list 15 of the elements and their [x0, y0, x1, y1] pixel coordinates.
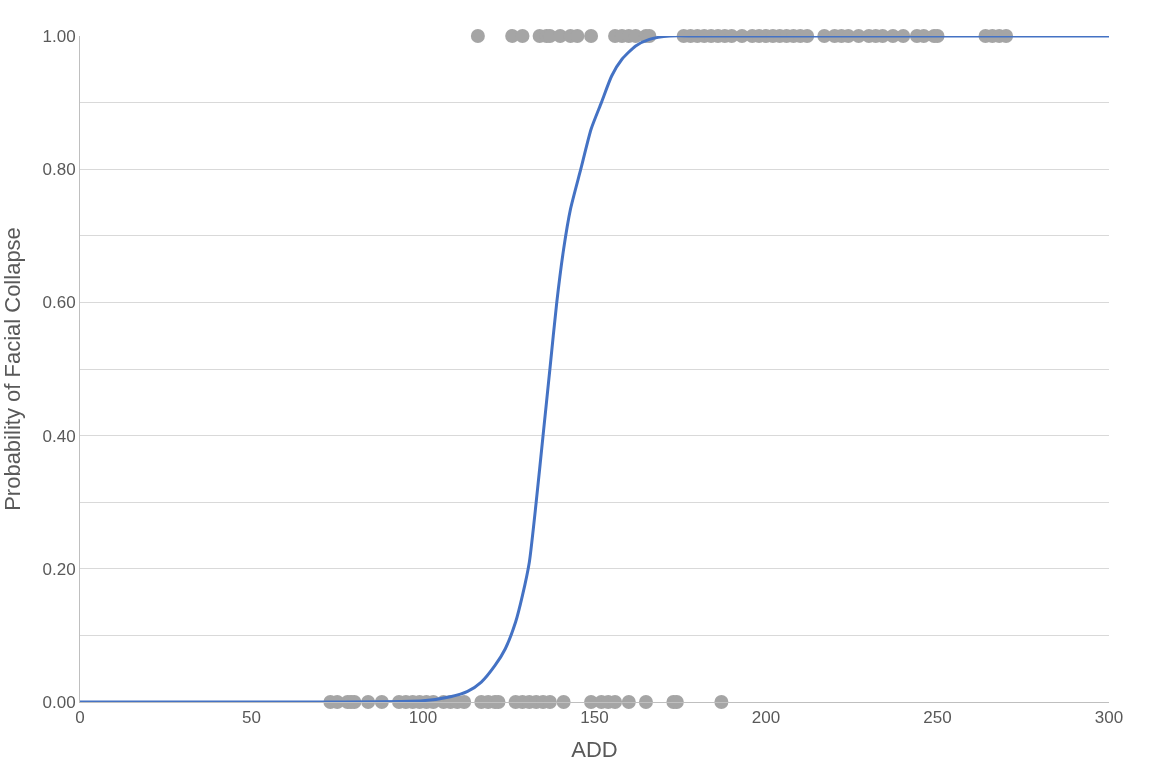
y-tick-label: 0.00: [42, 692, 76, 712]
y-tick-label: 1.00: [42, 26, 76, 46]
x-tick-label: 50: [242, 708, 261, 728]
x-axis-title: ADD: [571, 737, 618, 763]
y-tick-label: 0.20: [42, 559, 76, 579]
y-axis-title: Probability of Facial Collapse: [0, 227, 26, 511]
x-tick-label: 150: [580, 708, 609, 728]
x-tick-label: 200: [751, 708, 781, 728]
x-tick-label: 300: [1094, 708, 1124, 728]
x-tick-label: 100: [408, 708, 438, 728]
y-tick-label: 0.80: [42, 160, 76, 180]
y-tick-label: 0.60: [42, 293, 76, 313]
y-tick-label: 0.40: [42, 426, 76, 446]
x-tick-label: 0: [75, 708, 85, 728]
x-tick-label: 250: [923, 708, 952, 728]
